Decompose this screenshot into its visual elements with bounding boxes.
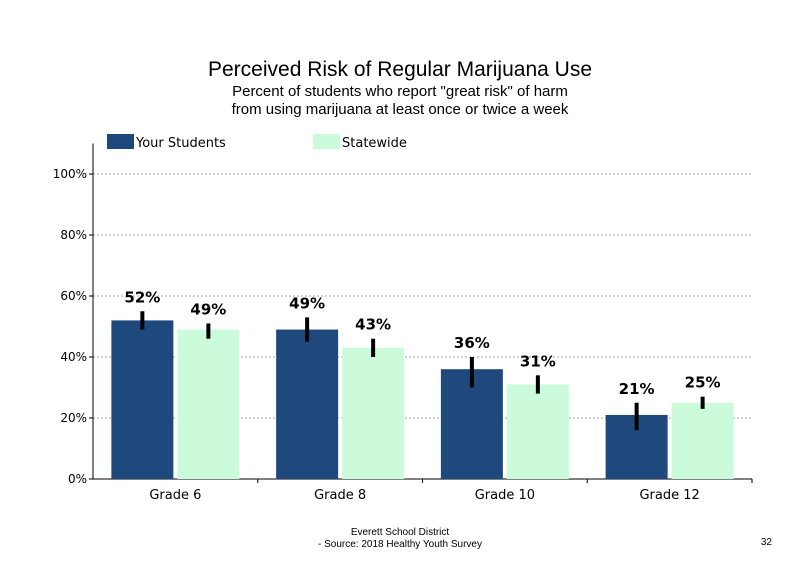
data-label-0-3: 21%	[619, 380, 655, 398]
bar-0-1	[276, 329, 339, 479]
x-tick-label-3: Grade 12	[639, 488, 699, 503]
bar-1-3	[671, 402, 734, 479]
legend-label-1: Statewide	[342, 136, 407, 151]
y-tick-label-40: 40%	[60, 350, 87, 364]
y-tick-label-80: 80%	[60, 228, 87, 242]
legend-swatch-0	[107, 134, 134, 149]
bar-0-0	[111, 320, 174, 479]
bar-1-2	[506, 384, 569, 479]
y-tick-label-20: 20%	[60, 411, 87, 425]
bar-1-1	[342, 347, 405, 479]
x-tick-label-1: Grade 8	[314, 488, 366, 503]
chart-subtitle-line-1: Percent of students who report "great ri…	[232, 83, 568, 100]
chart-title: Perceived Risk of Regular Marijuana Use	[208, 58, 592, 81]
data-label-1-3: 25%	[685, 374, 721, 392]
x-tick-label-0: Grade 6	[149, 488, 201, 503]
chart-subtitle-line-2: from using marijuana at least once or tw…	[231, 101, 569, 118]
y-tick-label-100: 100%	[53, 167, 87, 181]
data-label-1-0: 49%	[190, 300, 226, 318]
page-number: 32	[760, 537, 772, 548]
legend-swatch-1	[313, 134, 340, 149]
bar-1-0	[177, 329, 240, 479]
y-tick-label-0: 0%	[68, 472, 87, 486]
y-tick-label-60: 60%	[60, 289, 87, 303]
footer-district: Everett School District	[350, 527, 450, 538]
data-label-1-2: 31%	[520, 352, 556, 370]
footer-source: - Source: 2018 Healthy Youth Survey	[318, 539, 482, 550]
data-label-0-0: 52%	[124, 288, 160, 306]
data-label-0-2: 36%	[454, 334, 490, 352]
x-tick-label-2: Grade 10	[475, 488, 535, 503]
data-label-1-1: 43%	[355, 316, 391, 334]
data-label-0-1: 49%	[289, 294, 325, 312]
legend-label-0: Your Students	[135, 136, 226, 151]
